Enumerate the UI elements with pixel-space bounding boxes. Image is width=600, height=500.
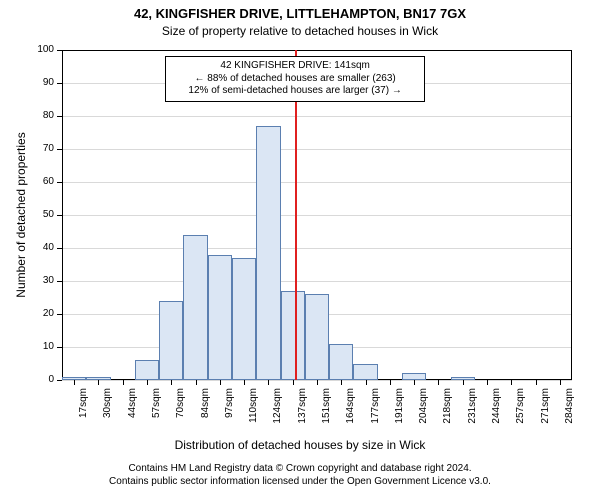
ytick-label: 60 [0, 176, 54, 187]
xtick-label: 204sqm [418, 388, 429, 438]
footer-attribution: Contains HM Land Registry data © Crown c… [0, 462, 600, 488]
xtick-label: 177sqm [370, 388, 381, 438]
xtick-label: 124sqm [272, 388, 283, 438]
xtick-mark [438, 380, 439, 385]
xtick-mark [463, 380, 464, 385]
callout-line3: 12% of semi-detached houses are larger (… [172, 85, 418, 98]
histogram-bar [183, 235, 207, 380]
xtick-label: 17sqm [78, 388, 89, 438]
xtick-label: 284sqm [564, 388, 575, 438]
histogram-bar [208, 255, 232, 380]
xtick-mark [390, 380, 391, 385]
xtick-label: 218sqm [442, 388, 453, 438]
xtick-mark [317, 380, 318, 385]
xtick-mark [341, 380, 342, 385]
histogram-bar [451, 377, 475, 380]
xtick-mark [147, 380, 148, 385]
footer-line1: Contains HM Land Registry data © Crown c… [0, 462, 600, 475]
xtick-mark [98, 380, 99, 385]
ytick-label: 90 [0, 77, 54, 88]
histogram-bar [281, 291, 305, 380]
chart-title-line2: Size of property relative to detached ho… [0, 24, 600, 38]
xtick-label: 44sqm [127, 388, 138, 438]
ytick-label: 20 [0, 308, 54, 319]
ytick-label: 0 [0, 374, 54, 385]
xtick-mark [220, 380, 221, 385]
histogram-bar [256, 126, 280, 380]
histogram-bar [329, 344, 353, 380]
x-axis-label: Distribution of detached houses by size … [0, 438, 600, 452]
xtick-mark [366, 380, 367, 385]
xtick-label: 257sqm [515, 388, 526, 438]
callout-line2: ← 88% of detached houses are smaller (26… [172, 73, 418, 86]
ytick-label: 100 [0, 44, 54, 55]
xtick-mark [171, 380, 172, 385]
xtick-label: 84sqm [200, 388, 211, 438]
histogram-bar [86, 377, 110, 380]
histogram-bar [62, 377, 86, 380]
xtick-mark [244, 380, 245, 385]
histogram-bar [232, 258, 256, 380]
ytick-mark [57, 380, 62, 381]
chart-title-line1: 42, KINGFISHER DRIVE, LITTLEHAMPTON, BN1… [0, 6, 600, 21]
xtick-label: 151sqm [321, 388, 332, 438]
histogram-bar [159, 301, 183, 380]
xtick-label: 30sqm [102, 388, 113, 438]
ytick-label: 50 [0, 209, 54, 220]
xtick-mark [268, 380, 269, 385]
xtick-label: 271sqm [540, 388, 551, 438]
callout-line1: 42 KINGFISHER DRIVE: 141sqm [172, 60, 418, 73]
xtick-label: 97sqm [224, 388, 235, 438]
xtick-mark [74, 380, 75, 385]
histogram-bar [135, 360, 159, 380]
xtick-label: 137sqm [297, 388, 308, 438]
xtick-label: 164sqm [345, 388, 356, 438]
xtick-mark [196, 380, 197, 385]
footer-line2: Contains public sector information licen… [0, 475, 600, 488]
xtick-label: 244sqm [491, 388, 502, 438]
xtick-mark [123, 380, 124, 385]
xtick-label: 191sqm [394, 388, 405, 438]
xtick-label: 110sqm [248, 388, 259, 438]
ytick-label: 10 [0, 341, 54, 352]
xtick-label: 57sqm [151, 388, 162, 438]
histogram-bar [402, 373, 426, 380]
xtick-mark [536, 380, 537, 385]
ytick-label: 70 [0, 143, 54, 154]
ytick-label: 80 [0, 110, 54, 121]
xtick-mark [293, 380, 294, 385]
xtick-mark [487, 380, 488, 385]
ytick-label: 30 [0, 275, 54, 286]
xtick-label: 231sqm [467, 388, 478, 438]
xtick-mark [511, 380, 512, 385]
xtick-mark [414, 380, 415, 385]
xtick-mark [560, 380, 561, 385]
property-callout: 42 KINGFISHER DRIVE: 141sqm← 88% of deta… [165, 56, 425, 102]
ytick-label: 40 [0, 242, 54, 253]
histogram-bar [305, 294, 329, 380]
histogram-bar [353, 364, 377, 381]
xtick-label: 70sqm [175, 388, 186, 438]
